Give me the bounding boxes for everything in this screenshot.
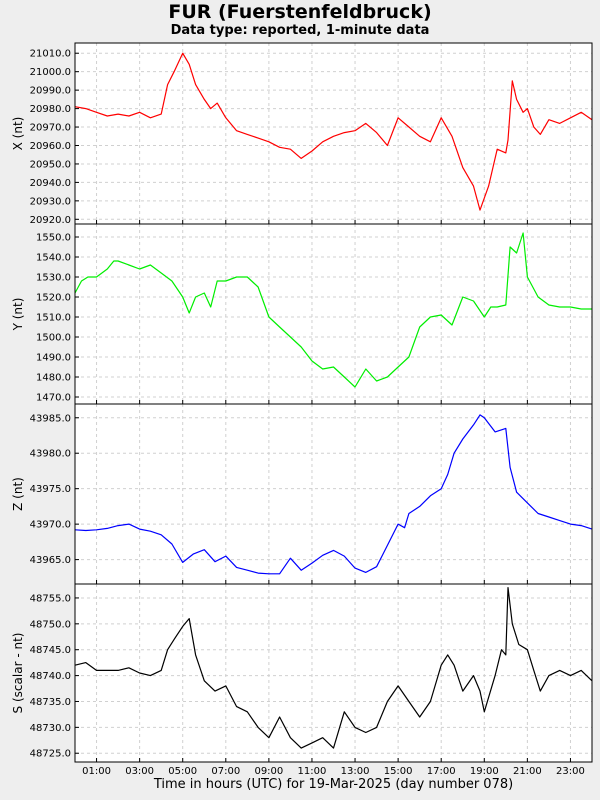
x-tick-label: 11:00 (298, 766, 327, 777)
x-tick-label: 19:00 (470, 766, 499, 777)
x-tick-label: 03:00 (125, 766, 154, 777)
y-tick-label: 48735.0 (30, 697, 71, 708)
plot-area (75, 224, 592, 404)
y-tick-label: 48740.0 (30, 671, 71, 682)
y-axis-label: Y (nt) (11, 298, 25, 332)
plot-border (74, 583, 593, 763)
y-tick-label: 21010.0 (30, 49, 71, 60)
y-tick-label: 20920.0 (30, 215, 71, 226)
y-tick-label: 1480.0 (36, 373, 71, 384)
y-tick-label: 1500.0 (36, 333, 71, 344)
panel-x: 20920.0 20930.0 20940.0 20950.0 20960.0 20970… (11, 42, 593, 226)
y-tick-label: 21000.0 (30, 67, 71, 78)
y-tick-label: 20940.0 (30, 178, 71, 189)
page-title: FUR (Fuerstenfeldbruck) (168, 1, 432, 23)
y-axis-label: Z (nt) (11, 477, 25, 511)
x-tick-label: 05:00 (168, 766, 197, 777)
plot-area (75, 584, 592, 762)
y-tick-label: 48755.0 (30, 593, 71, 604)
y-tick-label: 20960.0 (30, 141, 71, 152)
y-tick-label: 43985.0 (30, 413, 71, 424)
series-line-y (74, 232, 592, 388)
y-tick-label: 48725.0 (30, 749, 71, 760)
y-tick-label: 43975.0 (30, 484, 71, 495)
y-axis-label: S (scalar - nt) (11, 633, 25, 714)
chart-subtitle: Data type: reported, 1-minute data (170, 23, 430, 38)
y-tick-label: 1530.0 (36, 273, 71, 284)
plot-area (75, 404, 592, 584)
x-tick-label: 13:00 (341, 766, 370, 777)
y-tick-label: 43980.0 (30, 449, 71, 460)
y-tick-label: 1520.0 (36, 293, 71, 304)
y-tick-label: 43965.0 (30, 555, 71, 566)
x-tick-label: 07:00 (211, 766, 240, 777)
y-tick-label: 48745.0 (30, 645, 71, 656)
y-tick-label: 20970.0 (30, 123, 71, 134)
x-tick-label: 21:00 (513, 766, 542, 777)
y-tick-label: 48750.0 (30, 619, 71, 630)
y-tick-label: 48730.0 (30, 723, 71, 734)
y-tick-label: 20990.0 (30, 86, 71, 97)
x-tick-label: 01:00 (82, 766, 111, 777)
y-tick-label: 43970.0 (30, 520, 71, 531)
panel-y: 1470.0 1480.0 1490.0 1500.0 1510.0 1520.0 1530… (11, 223, 593, 405)
series-line-s (74, 587, 593, 749)
y-tick-label: 1540.0 (36, 253, 71, 264)
x-tick-label: 17:00 (427, 766, 456, 777)
y-tick-label: 1510.0 (36, 313, 71, 324)
x-tick-label: 15:00 (384, 766, 413, 777)
y-tick-label: 1550.0 (36, 233, 71, 244)
y-tick-label: 20930.0 (30, 196, 71, 207)
y-tick-label: 20980.0 (30, 104, 71, 115)
panel-z: 43965.0 43970.0 43975.0 43980.0 43985.0 Z (nt… (11, 403, 593, 585)
x-axis-label: Time in hours (UTC) for 19-Mar-2025 (day… (153, 777, 514, 792)
series-line-x (74, 52, 593, 211)
x-tick-label: 09:00 (254, 766, 283, 777)
y-tick-label: 1490.0 (36, 353, 71, 364)
plot-area (75, 43, 592, 224)
y-tick-label: 1470.0 (36, 393, 71, 404)
panel-s: 48725.0 48730.0 48735.0 48740.0 48745.0 48750… (11, 583, 593, 763)
y-axis-label: X (nt) (11, 117, 25, 151)
x-tick-label: 23:00 (556, 766, 585, 777)
series-line-z (74, 414, 593, 575)
y-tick-label: 20950.0 (30, 159, 71, 170)
